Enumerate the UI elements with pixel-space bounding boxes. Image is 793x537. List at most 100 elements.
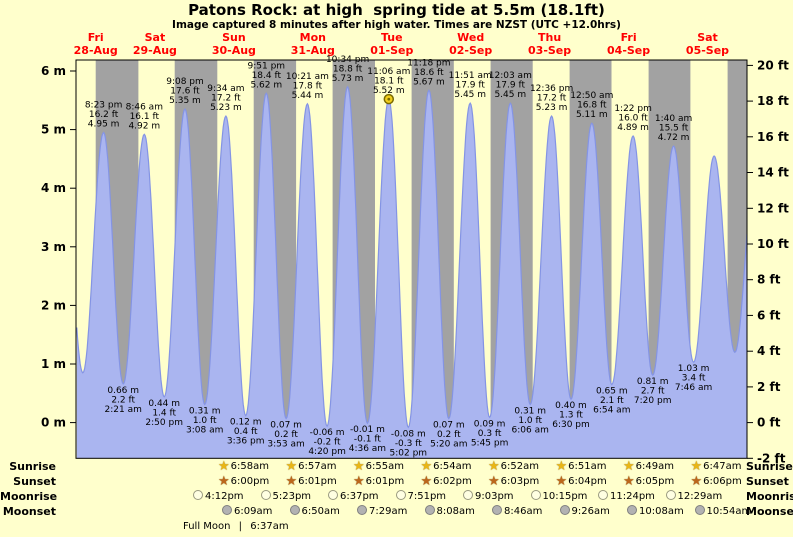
moonrise-moon-icon — [665, 490, 676, 500]
high-tide-annotation: 11:18 pm 18.6 ft 5.67 m — [407, 58, 450, 87]
moonset-cell: 10:54am — [694, 505, 751, 518]
sunrise-time: 6:51am — [568, 461, 607, 472]
moonset-label-right: Moonset — [746, 505, 793, 518]
moonset-moon-icon — [559, 505, 570, 515]
day-label: Mon 31-Aug — [291, 31, 335, 57]
moonrise-time: 11:24pm — [610, 491, 655, 502]
day-label: Fri 04-Sep — [607, 31, 650, 57]
low-tide-annotation: 1.03 m 3.4 ft 7:46 am — [675, 364, 712, 393]
moonset-time: 6:09am — [234, 506, 273, 517]
moonrise-moon-icon — [395, 490, 406, 500]
sunrise-cell: ★6:51am — [556, 460, 607, 473]
high-tide-annotation: 9:51 pm 18.4 ft 5.62 m — [248, 61, 286, 90]
low-tide-annotation: 0.09 m 0.3 ft 5:45 pm — [471, 419, 509, 448]
right-axis-label: 16 ft — [757, 130, 789, 144]
moonrise-time: 6:37pm — [340, 491, 379, 502]
sunset-star-icon: ★ — [555, 474, 568, 489]
sunset-cell: ★6:01pm — [353, 475, 404, 488]
sunset-star-icon: ★ — [488, 474, 500, 489]
right-axis-label: 8 ft — [757, 273, 781, 287]
left-axis-label: 4 m — [41, 181, 66, 195]
sunset-time: 6:01pm — [298, 476, 337, 487]
moonrise-time: 5:23pm — [272, 491, 312, 502]
right-axis-label: 0 ft — [757, 416, 781, 430]
day-label: Tue 01-Sep — [370, 31, 413, 57]
low-tide-annotation: 0.31 m 1.0 ft 6:06 am — [512, 406, 549, 435]
low-tide-annotation: -0.08 m -0.3 ft 5:02 pm — [390, 429, 428, 458]
high-tide-annotation: 12:50 am 16.8 ft 5.11 m — [570, 91, 613, 120]
sunrise-time: 6:55am — [365, 461, 404, 472]
moonrise-cell: 12:29am — [665, 490, 722, 503]
left-axis-label: 2 m — [41, 298, 66, 312]
sunrise-cell: ★6:52am — [488, 460, 539, 473]
sunset-time: 6:06pm — [703, 476, 742, 487]
tide-area — [76, 86, 747, 459]
tide-curve — [76, 85, 748, 429]
day-label: Sat 05-Sep — [686, 31, 729, 57]
current-time-marker-dot — [387, 97, 391, 101]
moonset-time: 10:08am — [639, 506, 684, 517]
moonrise-moon-icon — [530, 490, 541, 500]
moonrise-moon-icon — [328, 490, 338, 500]
low-tide-annotation: 0.07 m 0.2 ft 3:53 am — [267, 421, 304, 450]
sunset-label-left: Sunset — [13, 475, 56, 488]
sunrise-star-icon: ★ — [555, 459, 568, 474]
left-axis-label: 1 m — [41, 357, 66, 371]
moonset-moon-icon — [492, 505, 502, 515]
moonrise-time: 7:51pm — [407, 491, 447, 502]
right-axis-label: 14 ft — [757, 166, 789, 180]
sunset-cell: ★6:03pm — [488, 475, 539, 488]
low-tide-annotation: 0.81 m 2.7 ft 7:20 pm — [634, 377, 672, 406]
sunrise-cell: ★6:55am — [353, 460, 404, 473]
moonset-moon-icon — [627, 505, 637, 515]
day-label: Wed 02-Sep — [449, 31, 492, 57]
right-axis-label: 20 ft — [757, 58, 789, 72]
sunrise-time: 6:58am — [230, 461, 269, 472]
full-moon-note: Full Moon | 6:37am — [183, 521, 289, 532]
moonrise-label-left: Moonrise — [0, 490, 58, 503]
right-axis-label: 2 ft — [757, 380, 781, 394]
right-axis-label: 6 ft — [757, 308, 781, 322]
sunrise-star-icon: ★ — [623, 459, 635, 474]
moonset-moon-icon — [357, 505, 367, 515]
left-axis-label: 0 m — [41, 416, 66, 430]
sunrise-star-icon: ★ — [420, 459, 433, 474]
moonrise-moon-icon — [463, 490, 473, 500]
day-label: Sun 30-Aug — [212, 31, 256, 57]
plot-border — [75, 59, 748, 459]
sunset-time: 6:04pm — [568, 476, 607, 487]
high-tide-annotation: 11:51 am 17.9 ft 5.45 m — [449, 71, 492, 100]
low-tide-annotation: 0.12 m 0.4 ft 3:36 pm — [227, 418, 265, 447]
sunrise-cell: ★6:49am — [623, 460, 674, 473]
day-label: Sat 29-Aug — [133, 31, 177, 57]
sunset-cell: ★6:06pm — [691, 475, 742, 488]
left-axis-label: 3 m — [41, 240, 66, 254]
moonrise-cell: 5:23pm — [260, 490, 312, 503]
sunset-label-right: Sunset — [746, 475, 789, 488]
sunrise-cell: ★6:57am — [286, 460, 337, 473]
moonset-time: 8:46am — [504, 506, 543, 517]
day-label: Fri 28-Aug — [74, 31, 118, 57]
moonrise-time: 4:12pm — [205, 491, 244, 502]
sunset-star-icon: ★ — [623, 474, 635, 489]
moonset-cell: 7:29am — [357, 505, 407, 518]
moonset-moon-icon — [424, 505, 435, 515]
sunset-time: 6:05pm — [635, 476, 675, 487]
sunrise-label-right: Sunrise — [746, 460, 793, 473]
moonset-cell: 9:26am — [559, 505, 610, 518]
sunset-time: 6:02pm — [433, 476, 472, 487]
sunset-cell: ★6:00pm — [218, 475, 269, 488]
moonset-time: 6:50am — [301, 506, 340, 517]
low-tide-annotation: -0.06 m -0.2 ft 4:20 pm — [308, 428, 346, 457]
moonset-cell: 8:46am — [492, 505, 542, 518]
low-tide-annotation: -0.01 m -0.1 ft 4:36 am — [349, 425, 386, 454]
right-axis-label: -2 ft — [757, 451, 786, 465]
moonrise-cell: 6:37pm — [328, 490, 379, 503]
sunrise-star-icon: ★ — [353, 459, 365, 474]
sunrise-time: 6:49am — [635, 461, 674, 472]
moonrise-moon-icon — [260, 490, 271, 500]
sunrise-time: 6:57am — [298, 461, 337, 472]
left-axis-label: 5 m — [41, 123, 66, 137]
high-tide-annotation: 8:46 am 16.1 ft 4.92 m — [126, 102, 163, 131]
moonrise-cell: 11:24pm — [598, 490, 655, 503]
